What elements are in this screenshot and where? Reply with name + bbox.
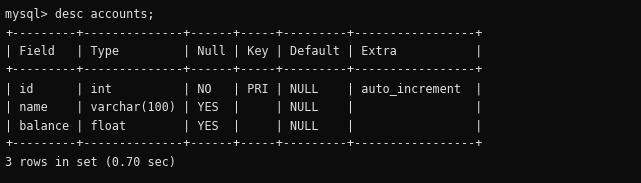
Text: | name    | varchar(100) | YES  |     | NULL    |                 |: | name | varchar(100) | YES | | NULL | | (5, 100, 483, 113)
Text: +---------+--------------+------+-----+---------+-----------------+: +---------+--------------+------+-----+-… (5, 64, 483, 76)
Text: 3 rows in set (0.70 sec): 3 rows in set (0.70 sec) (5, 156, 176, 169)
Text: | Field   | Type         | Null | Key | Default | Extra           |: | Field | Type | Null | Key | Default | … (5, 45, 483, 58)
Text: | balance | float        | YES  |     | NULL    |                 |: | balance | float | YES | | NULL | | (5, 119, 483, 132)
Text: +---------+--------------+------+-----+---------+-----------------+: +---------+--------------+------+-----+-… (5, 137, 483, 150)
Text: | id      | int          | NO   | PRI | NULL    | auto_increment  |: | id | int | NO | PRI | NULL | auto_incr… (5, 82, 483, 95)
Text: mysql> desc accounts;: mysql> desc accounts; (5, 8, 154, 21)
Text: +---------+--------------+------+-----+---------+-----------------+: +---------+--------------+------+-----+-… (5, 27, 483, 40)
